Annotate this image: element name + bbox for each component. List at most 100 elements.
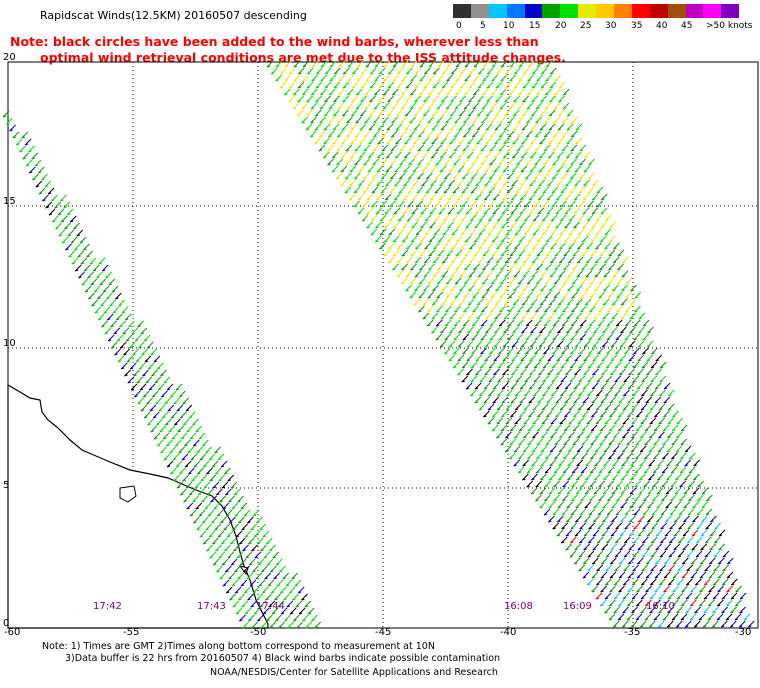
wind-barb <box>247 516 254 524</box>
wind-barb <box>470 186 478 194</box>
wind-barb <box>409 102 417 110</box>
wind-barb <box>417 130 425 138</box>
wind-barb <box>598 277 606 285</box>
wind-barb <box>457 340 465 348</box>
wind-barb <box>431 137 438 145</box>
wind-barb <box>506 172 514 180</box>
wind-barb <box>430 179 437 187</box>
wind-barb <box>556 179 563 187</box>
wind-barb <box>659 389 666 397</box>
wind-barb <box>57 208 65 216</box>
wind-barb <box>250 523 258 531</box>
wind-barb <box>578 375 586 383</box>
wind-barb <box>495 270 503 278</box>
wind-barb <box>520 151 528 159</box>
wind-barb <box>671 599 679 607</box>
wind-barb <box>486 284 493 292</box>
wind-barb <box>531 256 539 264</box>
wind-barb <box>425 172 433 180</box>
wind-barb <box>592 543 600 551</box>
wind-barb <box>643 480 651 488</box>
wind-barb <box>105 271 112 279</box>
wind-barb <box>518 424 526 432</box>
wind-barb <box>224 488 232 496</box>
wind-barb <box>542 389 549 397</box>
wind-barb <box>420 193 428 201</box>
wind-barb <box>405 81 413 89</box>
wind-barb <box>444 158 451 166</box>
wind-barb <box>550 242 557 250</box>
wind-barb <box>28 166 36 174</box>
wind-barb <box>706 494 713 502</box>
wind-barb <box>625 277 633 285</box>
wind-barb <box>81 278 89 286</box>
wind-barb <box>580 494 587 502</box>
wind-barb <box>318 144 326 152</box>
wind-barb <box>176 481 184 489</box>
wind-barb <box>722 564 730 572</box>
wind-barb <box>427 116 434 124</box>
wind-barb <box>548 501 556 509</box>
wind-barb <box>446 60 454 68</box>
wind-barb <box>502 179 509 187</box>
wind-barb <box>571 291 579 299</box>
wind-barb <box>592 529 600 537</box>
wind-barb <box>491 74 499 82</box>
wind-barb <box>570 347 577 355</box>
wind-barb <box>514 214 522 222</box>
wind-barb <box>476 298 484 306</box>
wind-barb <box>455 249 463 257</box>
wind-barb <box>592 179 599 187</box>
wind-barb <box>659 536 667 544</box>
wind-barb <box>583 543 591 551</box>
wind-barb <box>301 102 309 110</box>
wind-barb <box>237 495 244 503</box>
wind-barb <box>488 361 496 369</box>
wind-barb <box>484 151 492 159</box>
wind-barb <box>676 431 683 439</box>
wind-barb <box>319 116 326 124</box>
wind-barb <box>555 207 563 215</box>
wind-barb <box>341 137 348 145</box>
wind-barb <box>368 123 376 131</box>
wind-barb <box>560 375 568 383</box>
wind-barb <box>524 186 532 194</box>
wind-barb <box>511 179 518 187</box>
wind-barb <box>492 410 499 418</box>
wind-barb <box>406 228 414 236</box>
wind-barb <box>183 418 190 426</box>
wind-barb <box>535 102 543 110</box>
wind-barb <box>468 81 476 89</box>
wind-barb <box>565 368 572 376</box>
wind-barb <box>202 537 210 545</box>
wind-barb <box>565 179 572 187</box>
legend-swatch <box>470 4 489 18</box>
wind-barb <box>543 144 551 152</box>
wind-barb <box>110 320 117 328</box>
wind-barb <box>702 620 710 628</box>
wind-barb <box>517 102 525 110</box>
wind-barb <box>142 369 149 377</box>
wind-barb <box>35 180 43 188</box>
wind-barb <box>587 200 594 208</box>
wind-barb <box>109 299 116 307</box>
wind-barb <box>583 151 591 159</box>
wind-barb <box>232 523 240 531</box>
wind-barb <box>193 460 201 468</box>
wind-barb <box>558 95 565 103</box>
wind-barb <box>684 473 691 481</box>
wind-barb <box>679 480 687 488</box>
wind-barb <box>244 530 252 538</box>
wind-barb <box>588 333 596 341</box>
wind-barb <box>517 116 524 124</box>
wind-barb <box>327 130 335 138</box>
pass-time: 16:08 <box>504 601 533 612</box>
wind-barb <box>689 599 697 607</box>
wind-barb <box>83 264 91 272</box>
wind-barb <box>614 361 622 369</box>
wind-barb <box>473 235 481 243</box>
wind-barb <box>596 200 603 208</box>
wind-barb <box>575 298 583 306</box>
wind-speed-color-legend <box>453 4 740 18</box>
wind-barb <box>239 614 246 622</box>
